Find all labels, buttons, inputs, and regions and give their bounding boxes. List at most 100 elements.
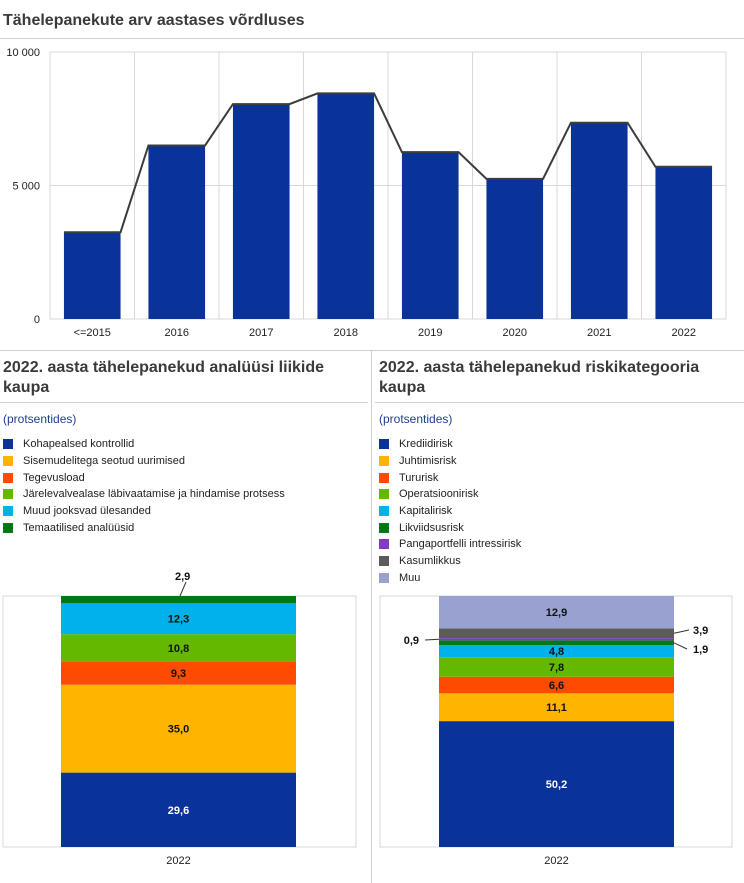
- right-legend-item: Tururisk: [379, 469, 739, 486]
- left-value-label: 35,0: [168, 724, 189, 736]
- left-legend: Kohapealsed kontrollid Sisemudelitega seo…: [3, 436, 363, 536]
- right-x-tick-label: 2022: [544, 855, 568, 867]
- bar-2022: [655, 166, 713, 319]
- right-segment-kasumlikkus: [439, 628, 674, 639]
- right-legend-label: Operatsioonirisk: [399, 488, 479, 501]
- right-legend-swatch: [379, 556, 389, 567]
- left-legend-label: Järelevalvealase läbivaatamise ja hindam…: [23, 488, 285, 501]
- left-legend-item: Temaatilised analüüsid: [3, 519, 363, 536]
- right-legend-label: Muu: [399, 571, 421, 584]
- left-value-label: 9,3: [171, 668, 186, 680]
- right-legend-item: Kapitalirisk: [379, 503, 739, 520]
- right-legend-item: Muu: [379, 570, 739, 587]
- right-legend-item: Juhtimisrisk: [379, 453, 739, 470]
- left-legend-item: Muud jooksvad ülesanded: [3, 503, 363, 520]
- annual-findings-bar-chart: 0 5 000 10 000 <=2015 2016 2017 2018 2019 2020 20…: [6, 47, 727, 339]
- x-tick-label: 2018: [334, 327, 358, 339]
- y-tick-label: 0: [34, 314, 40, 326]
- right-legend-swatch: [379, 456, 389, 467]
- right-legend-label: Krediidirisk: [399, 438, 453, 451]
- left-legend-label: Tegevusload: [23, 471, 85, 484]
- y-tick-label: 10 000: [6, 47, 40, 59]
- left-value-label: 12,3: [168, 614, 189, 626]
- left-legend-swatch: [3, 472, 13, 483]
- left-segment-kohapealsed-kontrollid: [61, 772, 296, 847]
- right-legend-item: Kasumlikkus: [379, 553, 739, 570]
- left-segment-j-relevalvealase-l-bivaatamise-ja-hindamise-protsess: [61, 634, 296, 662]
- left-legend-swatch: [3, 439, 13, 450]
- left-legend-item: Tegevusload: [3, 469, 363, 486]
- top-title-divider: [0, 38, 744, 39]
- x-tick-label: <=2015: [74, 327, 111, 339]
- right-legend-label: Likviidsusrisk: [399, 521, 464, 534]
- right-segment-pangaportfelli-intressirisk: [439, 638, 674, 641]
- bar-2019: [401, 152, 459, 319]
- left-chart-title: 2022. aasta tähelepanekud analüüsi liiki…: [3, 359, 325, 396]
- right-segment-krediidirisk: [439, 721, 674, 847]
- right-legend-label: Tururisk: [399, 471, 439, 484]
- right-legend-swatch: [379, 539, 389, 550]
- right-value-label: 0,9: [404, 635, 419, 647]
- left-legend-swatch: [3, 506, 13, 517]
- right-segment-tururisk: [439, 676, 674, 694]
- left-legend-label: Kohapealsed kontrollid: [23, 438, 135, 451]
- x-tick-label: 2017: [249, 327, 273, 339]
- left-legend-label: Muud jooksvad ülesanded: [23, 505, 151, 518]
- bar-2018: [317, 93, 375, 319]
- left-legend-label: Temaatilised analüüsid: [23, 521, 135, 534]
- left-leader-line: [179, 581, 187, 597]
- bar-2017: [232, 104, 290, 319]
- left-legend-item: Järelevalvealase läbivaatamise ja hindam…: [3, 486, 363, 503]
- right-leader-line: [673, 629, 690, 634]
- y-tick-label: 5 000: [12, 181, 40, 193]
- right-legend-item: Operatsioonirisk: [379, 486, 739, 503]
- left-segment-tegevusload: [61, 661, 296, 685]
- left-legend-swatch: [3, 456, 13, 467]
- top-chart-title: Tähelepanekute arv aastases võrdluses: [3, 12, 305, 29]
- left-legend-swatch: [3, 489, 13, 500]
- left-segment-muud-jooksvad-lesanded: [61, 603, 296, 635]
- right-segment-likviidsusrisk: [439, 640, 674, 646]
- right-legend-swatch: [379, 489, 389, 500]
- left-legend-label: Sisemudelitega seotud uurimised: [23, 455, 186, 468]
- right-legend-label: Kapitalirisk: [399, 505, 453, 518]
- left-legend-swatch: [3, 522, 13, 533]
- right-legend-swatch: [379, 506, 389, 517]
- right-chart-subtitle: (protsentides): [379, 412, 453, 426]
- right-value-label: 7,8: [549, 662, 564, 674]
- x-tick-label: 2021: [587, 327, 611, 339]
- right-legend-label: Juhtimisrisk: [399, 455, 457, 468]
- trend-line: [63, 92, 713, 234]
- right-legend-label: Pangaportfelli intressirisk: [399, 538, 522, 551]
- right-legend-swatch: [379, 472, 389, 483]
- left-chart-subtitle: (protsentides): [3, 412, 77, 426]
- right-value-label: 12,9: [546, 607, 567, 619]
- left-value-label: 29,6: [168, 805, 189, 817]
- right-value-label: 6,6: [549, 680, 564, 692]
- left-legend-item: Kohapealsed kontrollid: [3, 436, 363, 453]
- left-value-label: 2,9: [175, 571, 190, 583]
- panel-separator: [371, 350, 372, 883]
- bar-2016: [148, 145, 206, 319]
- bar-2015: [63, 232, 121, 319]
- bar-2021: [570, 122, 628, 319]
- right-value-label: 4,8: [549, 646, 564, 658]
- right-legend-item: Pangaportfelli intressirisk: [379, 536, 739, 553]
- left-value-label: 10,8: [168, 643, 189, 655]
- right-value-label: 3,9: [693, 625, 708, 637]
- right-chart-title: 2022. aasta tähelepanekud riskikategoori…: [379, 359, 700, 396]
- risk-category-stacked-chart: 50,2 11,1 6,6 7,8 4,8 1,9 0,9 3,9 12,9 2022: [379, 595, 733, 867]
- left-segment-temaatilised-anal-sid: [61, 596, 296, 604]
- left-legend-item: Sisemudelitega seotud uurimised: [3, 453, 363, 470]
- right-value-label: 11,1: [546, 702, 567, 714]
- right-segment-juhtimisrisk: [439, 693, 674, 722]
- right-legend-swatch: [379, 522, 389, 533]
- analysis-type-stacked-chart: 29,6 35,0 9,3 10,8 12,3 2,9 2022: [2, 571, 357, 867]
- section-divider: [0, 350, 744, 351]
- right-legend-item: Krediidirisk: [379, 436, 739, 453]
- right-legend-swatch: [379, 439, 389, 450]
- left-title-divider: [0, 402, 368, 403]
- bar-2020: [486, 178, 544, 319]
- x-tick-label: 2020: [503, 327, 527, 339]
- x-tick-label: 2016: [165, 327, 189, 339]
